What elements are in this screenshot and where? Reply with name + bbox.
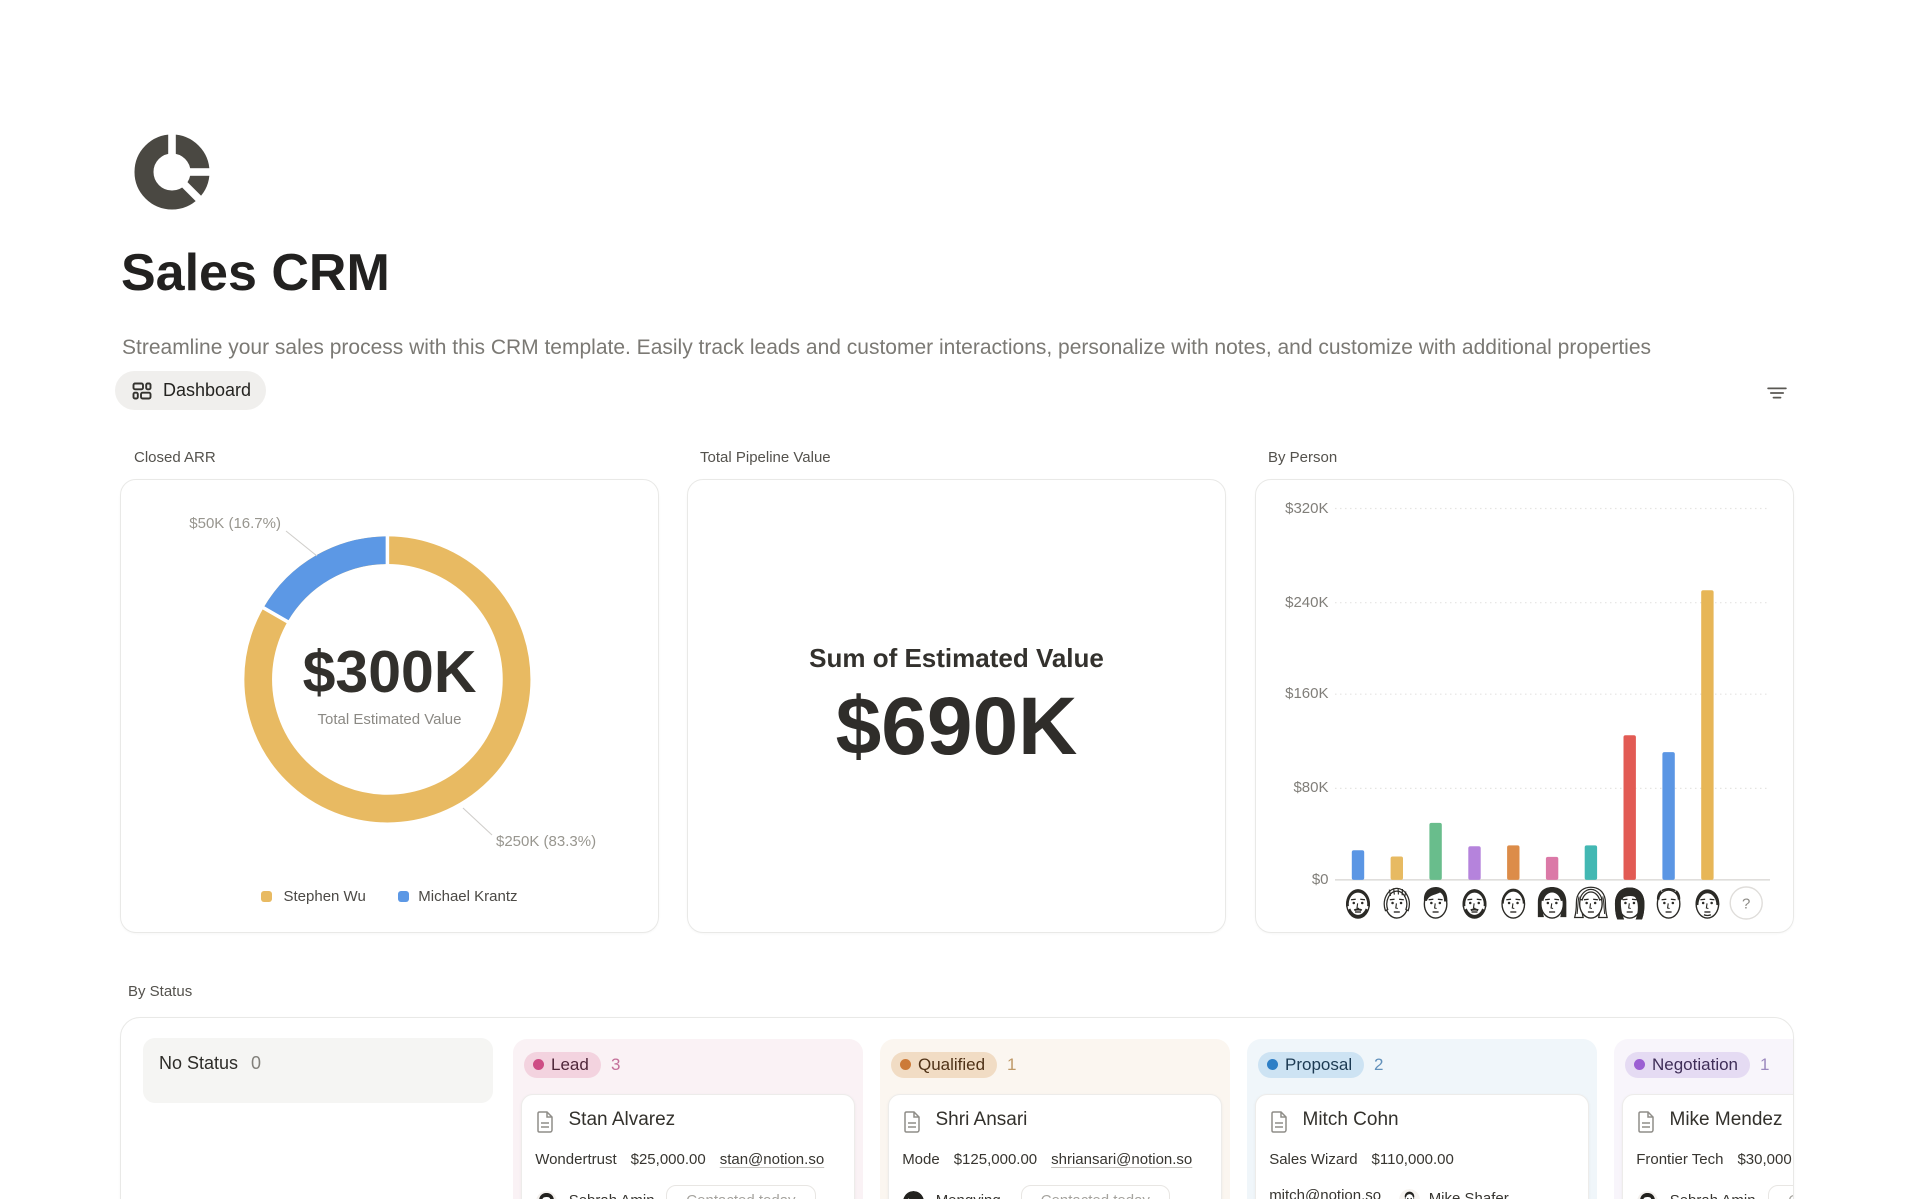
svg-text:?: ?	[1742, 896, 1750, 913]
